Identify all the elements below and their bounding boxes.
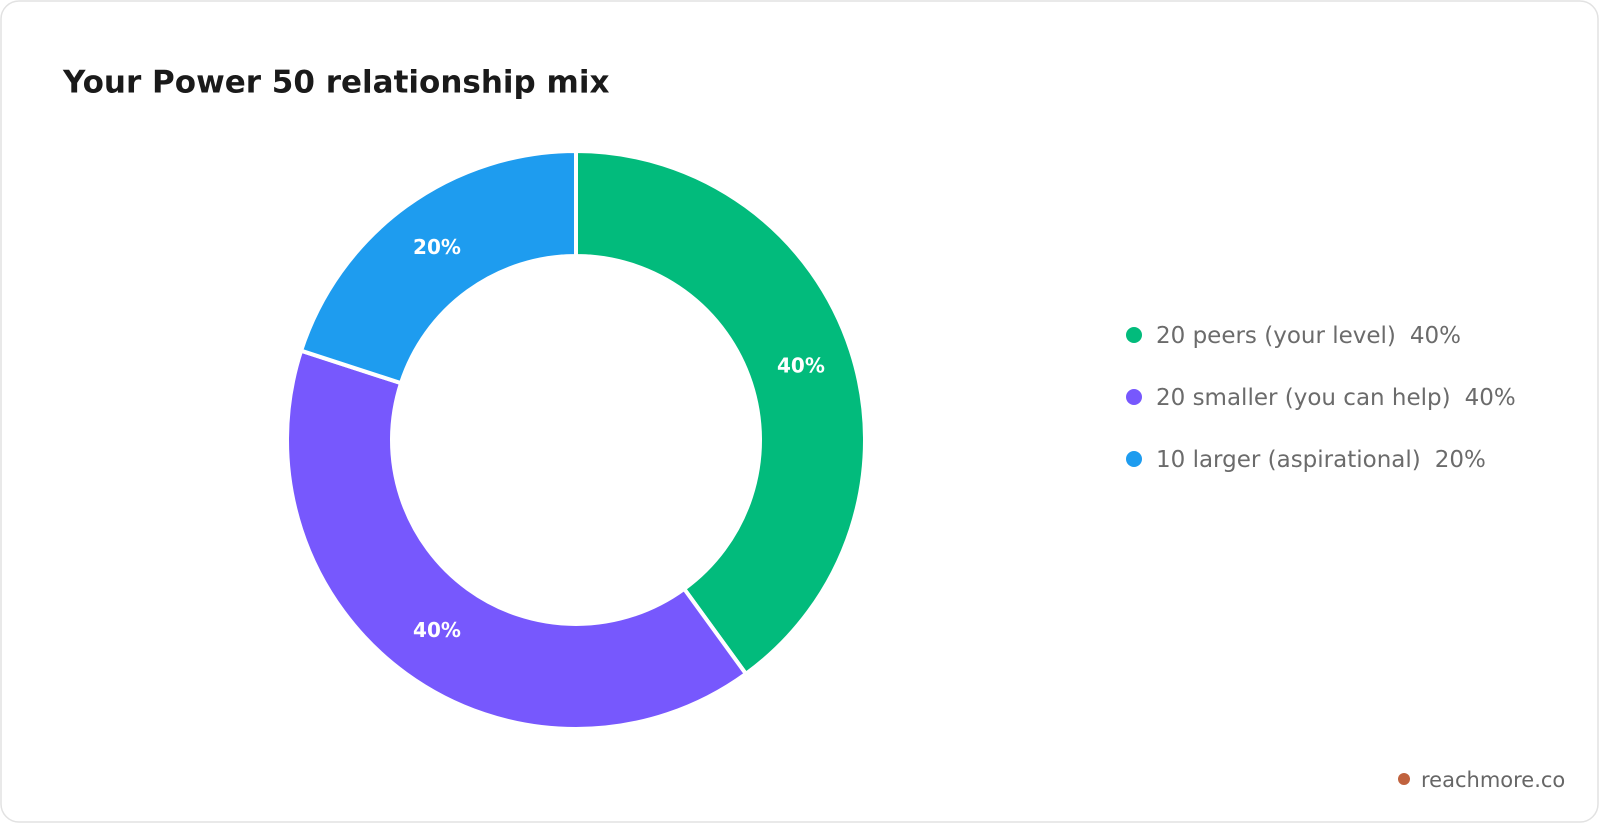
donut-slice [285,348,749,731]
donut-slice [298,148,578,386]
slice-label: 20% [413,235,461,259]
slice-label: 40% [413,618,461,642]
legend-entry: 10 larger (aspirational) 20% [1156,447,1486,473]
legend-label: 20 smaller (you can help) [1156,385,1451,411]
legend-marker [1126,327,1142,343]
legend-marker [1126,389,1142,405]
legend-value: 40% [1465,385,1516,411]
legend-entry: 20 smaller (you can help) 40% [1156,385,1516,411]
slice-label: 40% [777,353,825,377]
legend-value: 40% [1410,323,1461,349]
legend-value: 20% [1435,447,1486,473]
legend-label: 20 peers (your level) [1156,323,1396,349]
footer-dot [1398,773,1410,785]
donut-slice [574,148,867,677]
footer-text: reachmore.co [1421,768,1565,792]
chart-title: Your Power 50 relationship mix [62,65,609,101]
legend-entry: 20 peers (your level) 40% [1156,323,1461,349]
legend-label: 10 larger (aspirational) [1156,447,1421,473]
legend-marker [1126,451,1142,467]
